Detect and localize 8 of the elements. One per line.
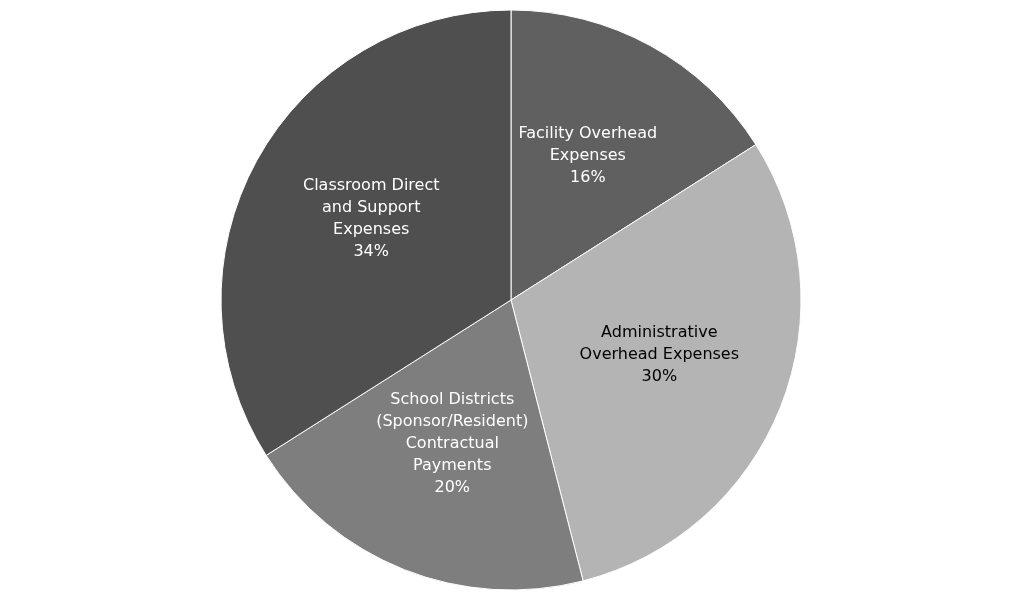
data-label: 16% (570, 167, 606, 187)
slice-label: Administrative Overhead Expenses (579, 321, 740, 363)
data-label: 30% (641, 365, 678, 385)
data-label: 34% (353, 241, 390, 261)
slice-label: Classroom Direct and Support Expenses (302, 175, 440, 239)
slice-label: School Districts (Sponsor/Resident) Contractual Payments (376, 389, 529, 475)
data-label: 20% (434, 477, 471, 497)
slice-label: Facility Overhead Expenses (518, 123, 658, 165)
